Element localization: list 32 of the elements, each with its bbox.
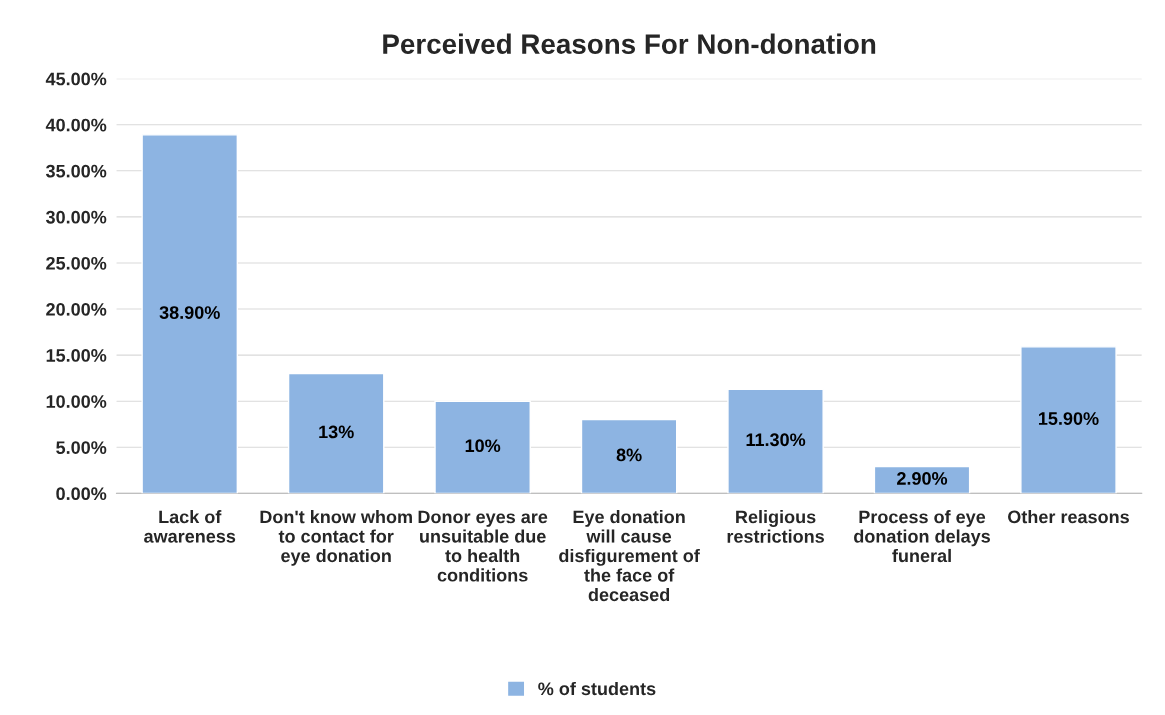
y-tick-label: 45.00% [45,72,107,86]
data-label: 38.90% [159,306,220,319]
data-label: 15.90% [1038,412,1099,425]
x-tick-label: Religious restrictions [727,510,824,543]
bar [287,372,385,494]
chart-title: Perceived Reasons For Non-donation [383,33,876,54]
x-tick-label: Lack of awareness [144,510,236,543]
data-label: 11.30% [746,433,806,447]
x-tick-label: Donor eyes are unsuitable due to health conditions [418,510,548,582]
data-label: 2.90% [897,472,948,485]
legend-label: % of students [538,681,656,696]
y-tick-label: 40.00% [45,118,107,132]
y-tick-label: 15.00% [46,349,107,362]
bar [580,418,678,494]
y-tick-label: 35.00% [45,164,107,178]
y-tick-label: 30.00% [45,210,107,224]
x-tick-label: Process of eye donation delays funeral [854,510,990,563]
x-tick-label: Don't know whom to contact for eye donation [260,510,412,566]
data-label: 8% [616,448,642,462]
y-tick-label: 5.00% [56,441,107,454]
y-tick-label: 25.00% [46,256,107,270]
data-label: 10% [465,439,501,453]
x-tick-label: Eye donation will cause disfigurement of the face of deceased [559,510,700,602]
bar [727,388,824,494]
bar [141,134,239,494]
x-tick-label: Other reasons [1008,510,1129,524]
bar [434,400,531,494]
data-label: 13% [319,425,354,439]
y-tick-label: 10.00% [46,395,107,408]
y-tick-label: 20.00% [46,302,107,316]
bar [1020,346,1117,494]
y-tick-label: 0.00% [56,487,107,501]
